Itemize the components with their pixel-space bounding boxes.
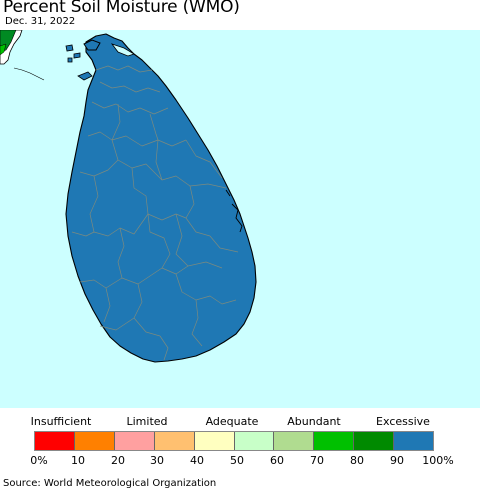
legend-tick: 0% <box>30 454 48 467</box>
sri-lanka-island <box>65 33 257 363</box>
legend-swatch <box>194 432 235 450</box>
legend-swatch <box>354 432 395 450</box>
legend-category-abundant: Abundant <box>287 415 341 428</box>
legend-tick: 100% <box>422 454 454 467</box>
mannar-island <box>77 71 93 81</box>
district-boundaries <box>71 65 239 361</box>
legend-color-bar <box>34 431 434 451</box>
map-title: Percent Soil Moisture (WMO) <box>3 0 240 17</box>
legend-tick: 40 <box>190 454 204 467</box>
map-date: Dec. 31, 2022 <box>5 16 76 27</box>
legend-tick: 70 <box>310 454 324 467</box>
legend-swatch <box>394 432 434 450</box>
legend-tick: 60 <box>270 454 284 467</box>
legend-tick: 10 <box>71 454 85 467</box>
adams-bridge-shoals <box>13 67 45 81</box>
source-credit: Source: World Meteorological Organizatio… <box>3 478 217 489</box>
legend-tick: 80 <box>350 454 364 467</box>
legend-tick: 30 <box>150 454 164 467</box>
legend-swatch <box>114 432 155 450</box>
legend-swatch <box>74 432 115 450</box>
legend-category-limited: Limited <box>126 415 168 428</box>
india-southern-tip <box>0 43 7 56</box>
jaffna-peninsula <box>83 39 101 51</box>
soil-moisture-map <box>0 30 480 408</box>
legend-category-excessive: Excessive <box>376 415 430 428</box>
legend-tick: 90 <box>390 454 404 467</box>
legend-swatch <box>234 432 275 450</box>
jaffna-lagoon <box>110 43 135 57</box>
legend-category-adequate: Adequate <box>205 415 259 428</box>
legend-tick: 20 <box>111 454 125 467</box>
northern-islands <box>65 44 81 63</box>
batticaloa-lagoon <box>225 189 243 233</box>
legend-category-insufficient: Insufficient <box>30 415 92 428</box>
legend-swatch <box>35 432 75 450</box>
legend-swatch <box>314 432 355 450</box>
legend-swatch <box>274 432 315 450</box>
legend-tick: 50 <box>230 454 244 467</box>
legend-swatch <box>154 432 195 450</box>
